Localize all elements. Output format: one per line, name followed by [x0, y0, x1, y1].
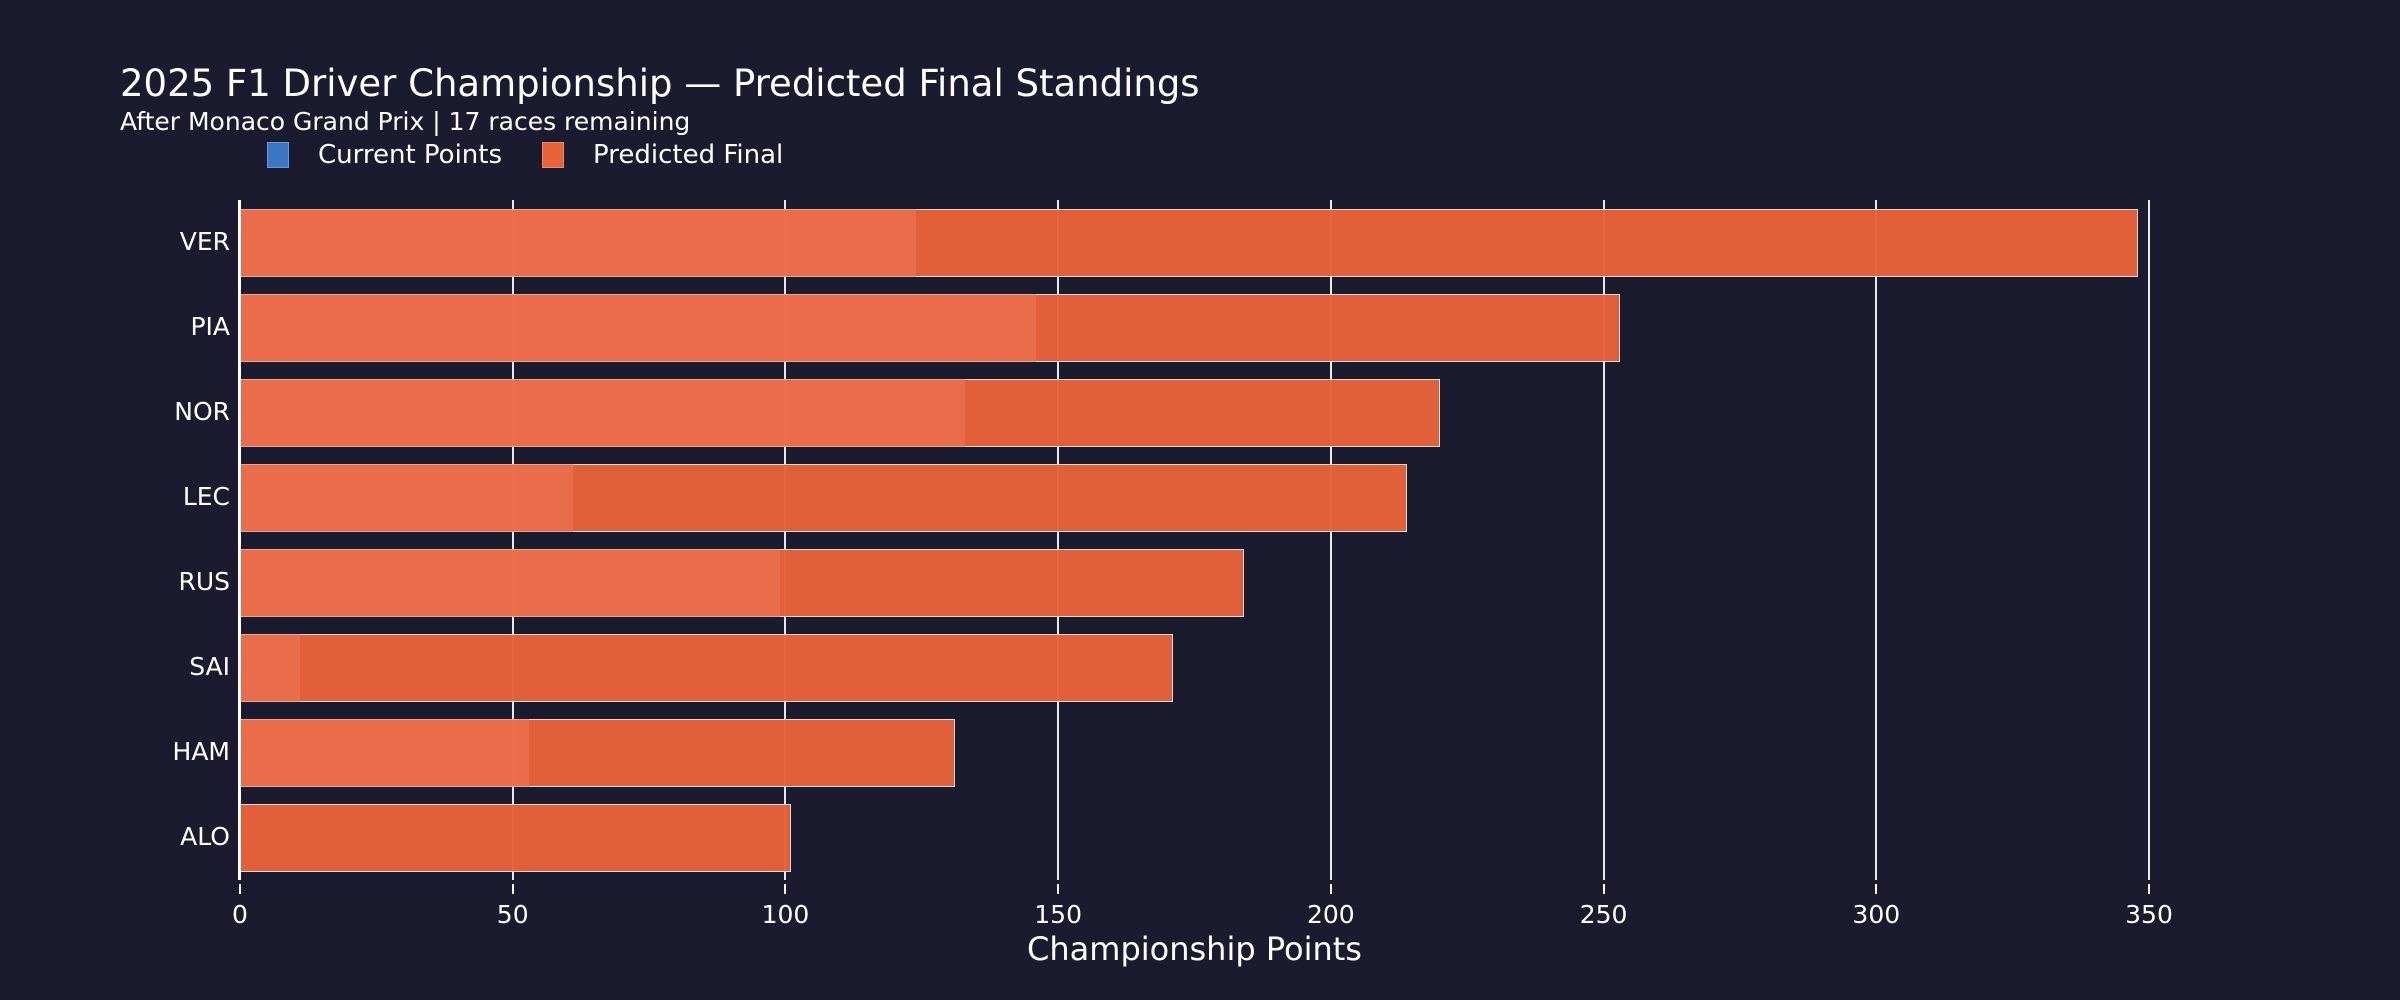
gridline [1057, 200, 1060, 880]
predicted-swatch-icon [542, 142, 565, 168]
x-tick [2148, 884, 2150, 894]
legend: Current Points Predicted Final [267, 140, 823, 170]
current-bar[interactable] [240, 293, 1037, 362]
legend-label-current: Current Points [318, 140, 503, 170]
x-tick [1057, 884, 1060, 894]
y-tick-label: NOR [174, 396, 230, 426]
y-tick-label: VER [179, 226, 230, 256]
x-tick-label: 300 [1852, 900, 1901, 929]
bar-row: ALO [180, 803, 2149, 872]
gridline [1875, 200, 1878, 880]
current-bar[interactable] [240, 633, 300, 702]
y-tick-label: PIA [190, 311, 230, 341]
x-tick [1329, 884, 1332, 894]
bar-row: LEC [183, 463, 2149, 532]
x-axis-label: Championship Points [1027, 930, 1362, 968]
chart-title: 2025 F1 Driver Championship — Predicted … [120, 62, 1200, 105]
x-tick-label: 350 [2125, 900, 2173, 929]
gridline [511, 200, 514, 880]
current-swatch-icon [267, 142, 289, 168]
x-tick-label: 50 [496, 900, 529, 929]
current-bar[interactable] [240, 718, 530, 787]
x-tick-label: 0 [232, 900, 248, 929]
x-tick [511, 884, 514, 894]
y-tick-label: LEC [182, 481, 230, 511]
x-tick [1875, 884, 1878, 894]
legend-label-predicted: Predicted Final [593, 140, 784, 170]
plot-area: 0 50 100 150 200 250 300 350 VER PIA NOR LEC RUS SAI H… [173, 200, 2173, 929]
current-bar[interactable] [240, 548, 780, 617]
gridline [2148, 200, 2150, 880]
y-tick-label: RUS [178, 566, 230, 596]
bar-row: PIA [190, 293, 2149, 362]
x-tick [784, 884, 787, 894]
predicted-bar[interactable] [240, 633, 1173, 702]
gridline [784, 200, 787, 880]
current-bar[interactable] [240, 208, 917, 277]
y-tick-label: SAI [189, 651, 230, 681]
bar-row: SAI [189, 633, 2149, 702]
x-tick-label: 150 [1034, 900, 1082, 929]
y-tick-label: ALO [180, 821, 230, 851]
x-tick [239, 884, 241, 894]
current-bar[interactable] [240, 378, 966, 447]
x-tick-label: 100 [761, 900, 810, 929]
x-tick-label: 250 [1579, 900, 1628, 929]
gridline [1329, 200, 1332, 880]
legend-item-current[interactable]: Current Points [267, 140, 502, 170]
bar-row: NOR [174, 378, 2149, 447]
legend-item-predicted[interactable]: Predicted Final [542, 140, 783, 170]
x-tick [1602, 884, 1605, 894]
bar-row: VER [180, 208, 2149, 277]
y-tick-label: HAM [172, 736, 230, 766]
chart-subtitle: After Monaco Grand Prix | 17 races remai… [120, 107, 691, 136]
y-axis-line [238, 200, 241, 880]
x-tick-label: 200 [1306, 900, 1355, 929]
predicted-bar[interactable] [240, 803, 791, 872]
bar-row: RUS [178, 548, 2149, 617]
current-bar[interactable] [240, 463, 573, 532]
bar-row: HAM [173, 718, 2149, 787]
gridline [1602, 200, 1605, 880]
